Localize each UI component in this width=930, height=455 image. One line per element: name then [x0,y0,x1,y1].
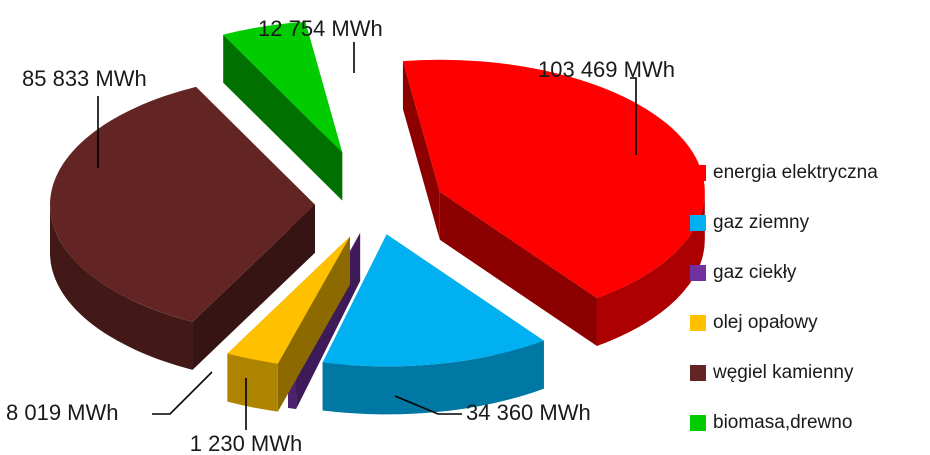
data-label-olej-opalowy: 8 019 MWh [6,400,119,425]
slice-side [439,191,597,347]
legend-label: olej opałowy [713,312,818,333]
slice-top [402,59,705,299]
slice-side [402,61,440,240]
legend-label: energia elektryczna [713,162,878,183]
legend: energia elektryczna gaz ziemny gaz ciekł… [690,148,878,448]
pie-slice-energia-elektryczna [402,59,705,347]
legend-item-energia-elektryczna: energia elektryczna [690,148,878,198]
legend-swatch [690,265,706,281]
slice-top [322,234,544,367]
pie-slice-olej-opalowy [227,236,350,412]
pie-slice-wegiel-kamienny [50,86,316,370]
slice-top [50,86,316,322]
slice-top [227,236,350,364]
data-label-gaz-ziemny: 34 360 MWh [466,400,591,425]
slice-side [192,204,316,370]
slice-rim [322,340,544,415]
legend-label: gaz ziemny [713,212,810,233]
legend-item-wegiel-kamienny: węgiel kamienny [690,348,878,398]
data-label-gaz-ciekly: 1 230 MWh [190,431,303,455]
leader-line-olej-opalowy [152,371,213,415]
slice-rim [50,204,193,370]
data-label-biomasa-drewno: 12 754 MWh [258,16,383,41]
legend-swatch [690,165,706,181]
leader-line-gaz-ziemny [394,395,462,415]
slice-rim [227,353,278,412]
legend-label: biomasa,drewno [713,412,853,433]
slice-top [223,21,343,153]
pie-slice-biomasa-drewno [223,21,343,201]
legend-item-biomasa-drewno: biomasa,drewno [690,398,878,448]
leader-line-energia-elektryczna [630,77,637,155]
legend-swatch [690,415,706,431]
data-label-wegiel-kamienny: 85 833 MWh [22,66,147,91]
legend-label: gaz ciekły [713,262,797,283]
pie-slice-gaz-ziemny [322,234,544,415]
legend-item-olej-opalowy: olej opałowy [690,298,878,348]
legend-swatch [690,215,706,231]
legend-item-gaz-ciekly: gaz ciekły [690,248,878,298]
legend-swatch [690,315,706,331]
slice-side [223,34,343,201]
legend-swatch [690,365,706,381]
legend-item-gaz-ziemny: gaz ziemny [690,198,878,248]
data-label-energia-elektryczna: 103 469 MWh [538,57,675,82]
slice-rim [596,191,705,347]
legend-label: węgiel kamienny [713,362,854,383]
